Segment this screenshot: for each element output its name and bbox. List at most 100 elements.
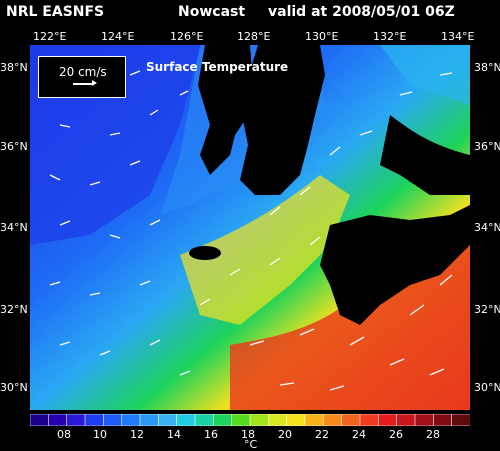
colorbar-swatch bbox=[103, 414, 123, 426]
current-arrow bbox=[249, 340, 265, 346]
colorbar-swatch bbox=[378, 414, 398, 426]
current-arrow bbox=[269, 206, 281, 216]
colorbar-swatch bbox=[341, 414, 361, 426]
current-arrow bbox=[109, 132, 121, 136]
lon-label: 130°E bbox=[305, 30, 339, 43]
colorbar-tick-label: 14 bbox=[167, 428, 181, 441]
current-arrow bbox=[439, 274, 453, 286]
colorbar-swatch bbox=[66, 414, 86, 426]
colorbar-tick-label: 10 bbox=[93, 428, 107, 441]
colorbar-swatch bbox=[249, 414, 270, 426]
colorbar-swatch bbox=[304, 414, 325, 426]
east-sea-region bbox=[320, 45, 470, 105]
current-arrow bbox=[99, 350, 111, 356]
current-arrow bbox=[129, 70, 141, 76]
lat-label: 36°N bbox=[474, 140, 500, 153]
colorbar-swatch bbox=[84, 414, 105, 426]
current-arrow bbox=[59, 124, 71, 128]
current-arrow bbox=[299, 186, 311, 196]
colorbar-swatch bbox=[286, 414, 306, 426]
colorbar-tick-label: 16 bbox=[204, 428, 218, 441]
colorbar-swatch bbox=[268, 414, 288, 426]
land-jeju bbox=[189, 246, 221, 260]
valid-time: valid at 2008/05/01 06Z bbox=[268, 4, 455, 20]
colorbar-tick-label: 26 bbox=[389, 428, 403, 441]
colorbar-tick-label: 20 bbox=[278, 428, 292, 441]
lat-label: 30°N bbox=[0, 381, 28, 394]
colorbar-swatch bbox=[396, 414, 416, 426]
lat-label: 34°N bbox=[0, 221, 28, 234]
lat-label: 36°N bbox=[0, 140, 28, 153]
lon-label: 132°E bbox=[373, 30, 407, 43]
current-arrow bbox=[389, 358, 405, 366]
current-arrow bbox=[59, 220, 71, 226]
current-arrow bbox=[59, 341, 71, 346]
current-arrow bbox=[399, 91, 413, 96]
colorbar bbox=[30, 414, 470, 426]
scale-label: 20 cm/s bbox=[59, 65, 107, 79]
colorbar-tick-label: 22 bbox=[315, 428, 329, 441]
kuroshio-region bbox=[230, 245, 470, 410]
current-arrow bbox=[329, 385, 345, 391]
lon-label: 134°E bbox=[441, 30, 475, 43]
current-arrow bbox=[139, 280, 151, 286]
current-arrow bbox=[329, 146, 341, 156]
current-arrow bbox=[269, 257, 281, 266]
colorbar-tick-label: 24 bbox=[352, 428, 366, 441]
current-arrow bbox=[149, 219, 161, 226]
current-arrow bbox=[149, 339, 161, 346]
colorbar-swatch bbox=[433, 414, 453, 426]
current-vectors bbox=[49, 70, 453, 391]
current-arrow bbox=[429, 368, 445, 376]
colorbar-swatch bbox=[121, 414, 141, 426]
land-korea bbox=[240, 45, 325, 195]
colorbar-swatch bbox=[451, 414, 470, 426]
map-title: Surface Temperature bbox=[146, 60, 289, 74]
lon-label: 126°E bbox=[170, 30, 204, 43]
current-arrow bbox=[439, 72, 453, 76]
colorbar-tick-label: 12 bbox=[130, 428, 144, 441]
colorbar-swatch bbox=[213, 414, 233, 426]
current-arrow bbox=[229, 268, 241, 276]
colorbar-swatch bbox=[176, 414, 196, 426]
colorbar-tick-label: 08 bbox=[57, 428, 71, 441]
colorbar-swatch bbox=[158, 414, 178, 426]
lat-label: 38°N bbox=[474, 61, 500, 74]
warm-water-region bbox=[180, 175, 350, 325]
colorbar-swatch bbox=[194, 414, 215, 426]
land-china-coast bbox=[198, 45, 255, 175]
current-arrow bbox=[49, 281, 61, 286]
current-arrow bbox=[359, 130, 373, 136]
lat-label: 32°N bbox=[474, 303, 500, 316]
lat-label: 30°N bbox=[474, 381, 500, 394]
sst-map bbox=[30, 45, 470, 410]
current-arrow bbox=[199, 298, 211, 306]
current-arrow bbox=[89, 181, 101, 186]
colorbar-swatch bbox=[30, 414, 50, 426]
lat-label: 32°N bbox=[0, 303, 28, 316]
current-arrow bbox=[349, 336, 365, 346]
colorbar-tick-label: 28 bbox=[426, 428, 440, 441]
colorbar-swatch bbox=[139, 414, 160, 426]
land-japan-kyushu-shikoku bbox=[320, 205, 470, 325]
current-arrow bbox=[299, 328, 315, 336]
header: NRL EASNFS Nowcast valid at 2008/05/01 0… bbox=[0, 4, 500, 26]
colorbar-swatch bbox=[414, 414, 435, 426]
current-arrow bbox=[109, 234, 121, 239]
scale-arrow-icon bbox=[73, 80, 97, 86]
current-arrow bbox=[89, 292, 101, 296]
current-arrow bbox=[179, 90, 189, 96]
velocity-scale-key: 20 cm/s bbox=[38, 56, 126, 98]
current-arrow bbox=[309, 236, 321, 246]
lon-label: 124°E bbox=[101, 30, 135, 43]
current-arrow bbox=[279, 382, 295, 386]
current-arrow bbox=[149, 109, 159, 116]
colorbar-swatch bbox=[48, 414, 68, 426]
lon-label: 122°E bbox=[33, 30, 67, 43]
lat-label: 38°N bbox=[0, 61, 28, 74]
current-arrow bbox=[409, 304, 425, 316]
colorbar-swatch bbox=[359, 414, 380, 426]
lat-label: 34°N bbox=[474, 221, 500, 234]
model-name: NRL EASNFS bbox=[6, 4, 105, 20]
colorbar-tick-label: 18 bbox=[241, 428, 255, 441]
